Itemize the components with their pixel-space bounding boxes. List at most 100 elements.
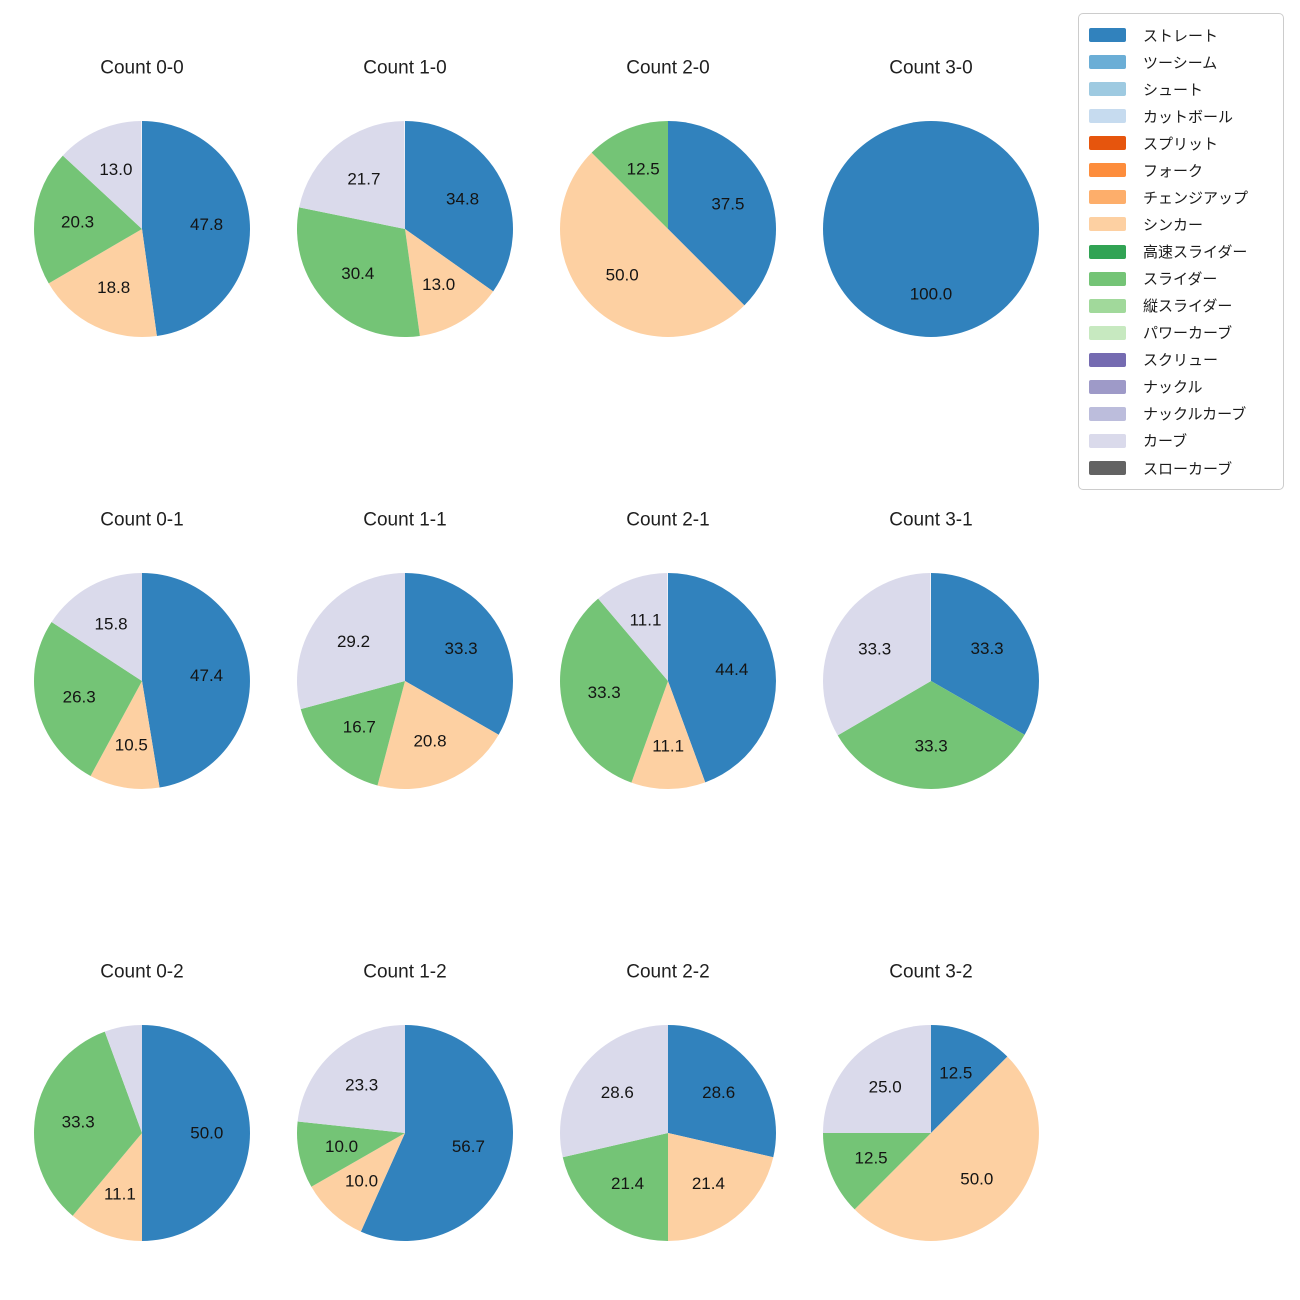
pie-percentage-label: 25.0 (869, 1078, 902, 1097)
pie-title: Count 2-2 (626, 962, 709, 983)
pie-slice-ストレート (142, 1025, 250, 1241)
legend-label: パワーカーブ (1143, 325, 1233, 343)
pie-percentage-label: 37.5 (711, 195, 744, 214)
pie-percentage-label: 47.4 (190, 666, 223, 685)
pie-slice-ストレート (668, 1025, 777, 1158)
pie-slice-シンカー (854, 1056, 1039, 1241)
legend-label: スクリュー (1143, 352, 1219, 370)
legend-label: ストレート (1143, 27, 1219, 45)
pie-percentage-label: 12.5 (855, 1148, 888, 1167)
pie-percentage-label: 30.4 (341, 264, 374, 283)
legend-swatch-icon (1089, 461, 1126, 475)
legend-label: 縦スライダー (1143, 298, 1233, 316)
pie-slice-シンカー (405, 229, 494, 336)
pie-percentage-label: 50.0 (606, 265, 639, 284)
pie-percentage-label: 21.7 (347, 169, 380, 188)
pie-slice-カーブ (297, 573, 405, 710)
pie-percentage-label: 26.3 (63, 687, 96, 706)
legend-item: シンカー (1089, 211, 1273, 237)
legend-swatch-icon (1089, 217, 1126, 232)
legend-item: シュート (1089, 76, 1273, 102)
pie-percentage-label: 10.0 (325, 1137, 358, 1156)
pie-slice-カーブ (51, 573, 142, 681)
pie-title: Count 0-0 (100, 58, 183, 79)
legend-swatch-icon (1089, 136, 1126, 151)
pie-slice-スライダー (591, 121, 668, 229)
pie-slice-カーブ (559, 1025, 668, 1158)
legend-item: チェンジアップ (1089, 184, 1273, 210)
legend-label: カットボール (1143, 108, 1234, 126)
pie-percentage-label: 21.4 (611, 1174, 644, 1193)
legend-label: フォーク (1143, 162, 1204, 180)
pie-slice-シンカー (311, 1133, 405, 1232)
pie-percentage-label: 29.2 (337, 632, 370, 651)
pie-count-3-1: Count 3-1 33.3 33.3 33.3 (823, 510, 1039, 789)
legend-item: パワーカーブ (1089, 320, 1273, 346)
pie-percentage-label: 10.0 (345, 1172, 378, 1191)
pie-count-1-0: Count 1-0 34.8 13.0 30.4 21.7 (297, 58, 513, 337)
legend-swatch-icon (1089, 379, 1126, 394)
pie-slice-カーブ (823, 1025, 931, 1133)
legend-swatch-icon (1089, 406, 1126, 421)
pie-slice-シンカー (668, 1133, 774, 1241)
legend-label: スプリット (1143, 135, 1219, 153)
legend-swatch-icon (1089, 298, 1126, 313)
legend-label: ナックル (1143, 379, 1203, 397)
legend-item: スローカーブ (1089, 455, 1273, 481)
pie-slice-シンカー (90, 681, 160, 789)
legend-item: 縦スライダー (1089, 293, 1273, 319)
pie-count-3-0: Count 3-0 100.0 (823, 58, 1039, 337)
legend-swatch-icon (1089, 433, 1126, 448)
pie-title: Count 3-1 (889, 510, 972, 531)
pie-slice-スライダー (297, 207, 420, 337)
pie-percentage-label: 50.0 (190, 1124, 223, 1143)
pie-percentage-label: 56.7 (452, 1137, 485, 1156)
pie-percentage-label: 21.4 (692, 1174, 725, 1193)
pie-slice-カーブ (62, 121, 143, 229)
pie-slice-スライダー (34, 155, 142, 284)
pie-count-0-0: Count 0-0 47.8 18.8 20.3 13.0 (34, 58, 250, 337)
pie-slice-シンカー (631, 681, 706, 789)
pie-percentage-label: 20.3 (61, 212, 94, 231)
legend-label: スローカーブ (1143, 460, 1233, 478)
pie-title: Count 1-0 (363, 58, 446, 79)
pie-percentage-label: 13.0 (422, 275, 455, 294)
legend-item: カーブ (1089, 428, 1273, 454)
pie-percentage-label: 33.3 (588, 683, 621, 702)
pie-percentage-label: 13.0 (99, 160, 132, 179)
pie-percentage-label: 15.8 (95, 615, 128, 634)
pie-percentage-label: 100.0 (910, 284, 953, 303)
pie-count-2-1: Count 2-1 44.4 11.1 33.3 11.1 (560, 510, 776, 789)
pie-slice-ストレート (142, 573, 250, 788)
legend-item: フォーク (1089, 157, 1273, 183)
pie-slice-ストレート (931, 1025, 1008, 1133)
legend-item: カットボール (1089, 103, 1273, 129)
legend-item: ナックルカーブ (1089, 401, 1273, 427)
pie-slice-シンカー (48, 229, 157, 337)
pie-slice-スライダー (34, 1031, 142, 1216)
pie-percentage-label: 11.1 (630, 611, 662, 630)
pie-title: Count 0-2 (100, 962, 183, 983)
pie-slice-ストレート (668, 573, 776, 783)
pie-slice-ストレート (668, 121, 777, 306)
pie-title: Count 3-2 (889, 962, 972, 983)
pie-slice-シンカー (559, 152, 745, 338)
pie-title: Count 3-0 (889, 58, 972, 79)
pie-slice-カーブ (299, 121, 405, 229)
pie-title: Count 1-2 (363, 962, 446, 983)
pie-percentage-label: 28.6 (601, 1083, 634, 1102)
pie-slice-スライダー (297, 1121, 405, 1187)
legend-label: チェンジアップ (1143, 189, 1249, 207)
pie-title: Count 0-1 (100, 510, 183, 531)
legend-label: ツーシーム (1143, 54, 1218, 72)
pie-percentage-label: 44.4 (715, 660, 748, 679)
pie-count-1-2: Count 1-2 56.7 10.0 10.0 23.3 (297, 962, 514, 1241)
legend-item: ストレート (1089, 22, 1273, 48)
pie-slice-カーブ (297, 1025, 405, 1133)
pie-title: Count 2-0 (626, 58, 709, 79)
pie-slice-ストレート (360, 1025, 514, 1241)
pie-percentage-label: 33.3 (62, 1112, 95, 1131)
legend-label: ナックルカーブ (1143, 406, 1247, 424)
pie-slice-スライダー (34, 621, 142, 776)
legend-swatch-icon (1089, 190, 1126, 205)
